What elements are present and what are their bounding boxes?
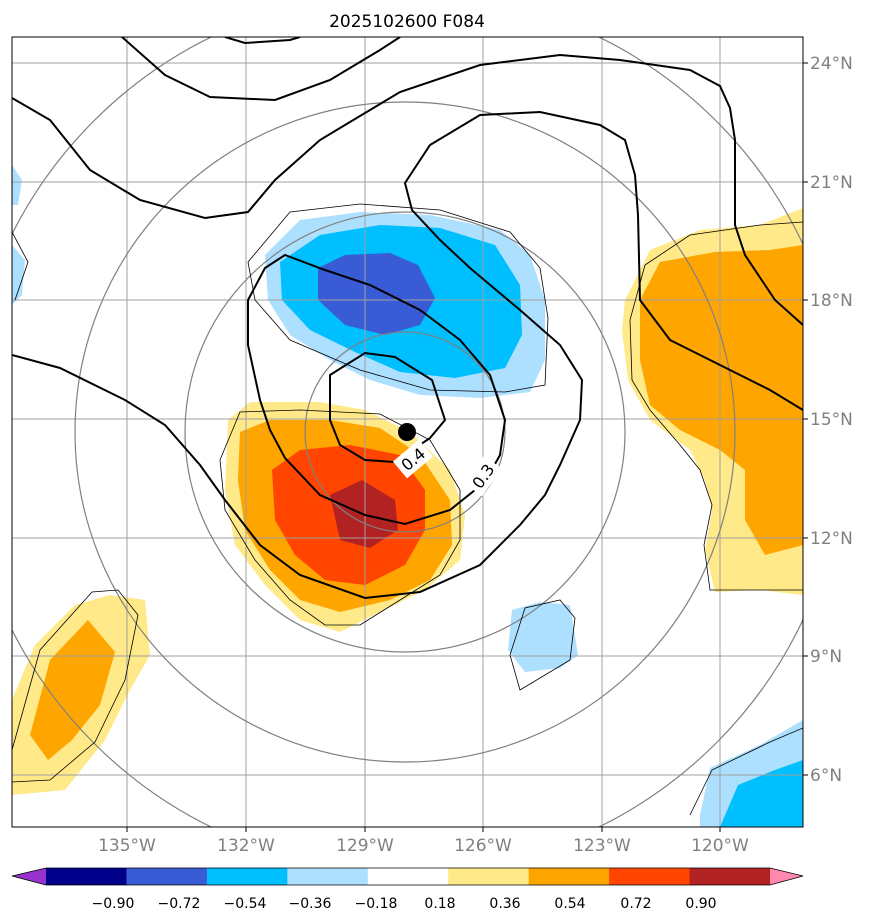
lon-label-129w: 129°W	[336, 836, 394, 856]
colorbar-label-3: −0.54	[224, 896, 267, 912]
colorbar-swatch	[689, 868, 771, 885]
east-anomaly-orange	[640, 245, 803, 555]
latitude-labels: 24°N 21°N 18°N 15°N 12°N 9°N 6°N	[810, 54, 853, 786]
small-negative-west-edge-2	[12, 245, 25, 305]
lat-label-24n: 24°N	[810, 54, 853, 74]
thin-contours	[12, 203, 803, 816]
shaded-anomaly-fields	[12, 165, 803, 827]
longitude-labels: 135°W 132°W 129°W 126°W 123°W 120°W	[98, 836, 749, 856]
map-area: 0.4 0.3	[12, 37, 803, 827]
lon-label-132w: 132°W	[217, 836, 275, 856]
lat-label-15n: 15°N	[810, 410, 853, 430]
colorbar-swatch	[448, 868, 530, 885]
colorbar-extend-min	[12, 868, 46, 885]
lat-label-6n: 6°N	[810, 766, 842, 786]
lat-lon-grid	[12, 37, 803, 827]
map-frame	[11, 36, 804, 828]
lon-label-123w: 123°W	[573, 836, 631, 856]
lon-label-135w: 135°W	[98, 836, 156, 856]
lat-label-21n: 21°N	[810, 173, 853, 193]
lon-label-120w: 120°W	[691, 836, 749, 856]
colorbar-swatch	[126, 868, 208, 885]
colorbar-labels: −0.90 −0.72 −0.54 −0.36 −0.18 0.18 0.36 …	[92, 896, 717, 912]
colorbar-swatch	[46, 868, 127, 885]
colorbar-swatch	[609, 868, 691, 885]
colorbar-label-5: −0.18	[355, 896, 398, 912]
colorbar-label-4: −0.36	[289, 896, 332, 912]
range-rings	[12, 37, 803, 827]
colorbar-label-10: 0.90	[685, 896, 716, 912]
small-negative-west-edge-1	[12, 165, 22, 205]
storm-center-marker	[398, 423, 416, 441]
colorbar-label-1: −0.90	[92, 896, 135, 912]
colorbar-label-6: 0.18	[424, 896, 455, 912]
colorbar-outline	[11, 867, 804, 886]
thick-contours	[12, 37, 803, 600]
southwest-anomaly-orange	[30, 620, 115, 760]
lon-label-126w: 126°W	[454, 836, 512, 856]
colorbar-swatch	[206, 868, 288, 885]
colorbar-swatch	[287, 868, 369, 885]
contour-label-bg-1	[392, 439, 434, 479]
colorbar-swatch	[367, 868, 449, 885]
lat-label-12n: 12°N	[810, 529, 853, 549]
axis-ticks	[126, 62, 808, 832]
colorbar-swatches	[12, 868, 803, 885]
colorbar-extend-max	[770, 868, 803, 885]
lat-label-18n: 18°N	[810, 291, 853, 311]
colorbar-label-7: 0.36	[489, 896, 520, 912]
colorbar: −0.90 −0.72 −0.54 −0.36 −0.18 0.18 0.36 …	[11, 867, 804, 912]
map-title: 2025102600 F084	[329, 12, 485, 32]
colorbar-label-8: 0.54	[554, 896, 585, 912]
colorbar-swatch	[528, 868, 610, 885]
colorbar-label-9: 0.72	[620, 896, 651, 912]
small-negative-southeast-blue	[720, 760, 803, 827]
lat-label-9n: 9°N	[810, 647, 842, 667]
negative-anomaly-royal-blue	[318, 253, 435, 335]
small-negative-center-south	[508, 602, 578, 672]
colorbar-label-2: −0.72	[158, 896, 201, 912]
contour-label-bg-2	[464, 455, 502, 497]
